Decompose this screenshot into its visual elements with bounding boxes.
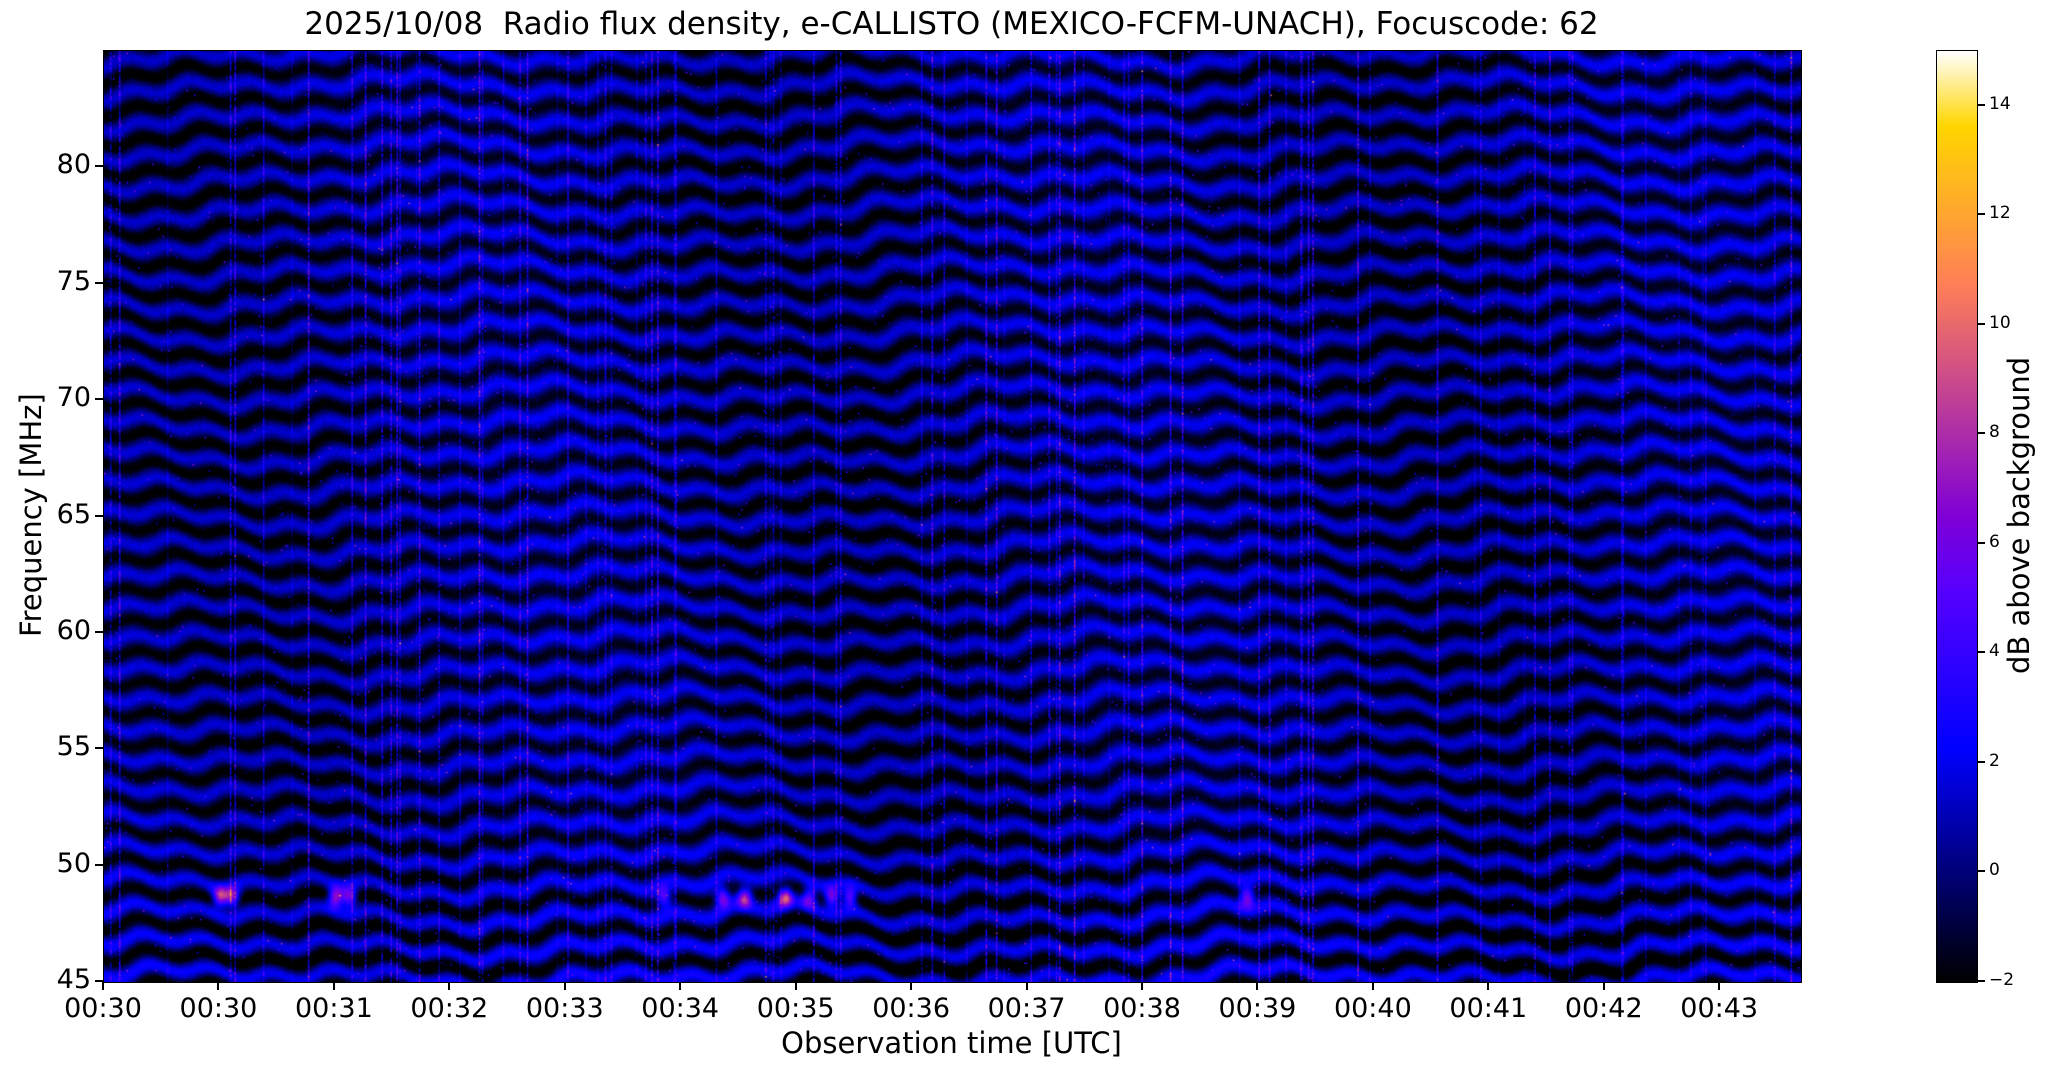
x-tick-label: 00:30: [179, 993, 258, 1024]
colorbar-tick-mark: [1978, 651, 1985, 654]
colorbar-label: dB above background: [2002, 356, 2036, 675]
x-tick-label: 00:37: [987, 993, 1066, 1024]
x-tick-label: 00:42: [1564, 993, 1643, 1024]
colorbar-tick-mark: [1978, 432, 1985, 435]
colorbar-tick-label: −2: [1989, 970, 2015, 990]
x-tick-mark: [1025, 982, 1028, 990]
x-tick-label: 00:39: [1218, 993, 1297, 1024]
colorbar-tick-mark: [1978, 322, 1985, 325]
colorbar: [1936, 50, 1978, 983]
x-tick-mark: [1487, 982, 1490, 990]
colorbar-tick-label: 4: [1989, 641, 2000, 662]
colorbar-tick-mark: [1978, 213, 1985, 216]
x-tick-mark: [910, 982, 913, 990]
colorbar-tick-label: 10: [1989, 312, 2011, 333]
y-tick-mark: [95, 398, 103, 401]
colorbar-tick-label: 2: [1989, 750, 2000, 771]
colorbar-tick-mark: [1978, 980, 1985, 982]
colorbar-tick-mark: [1978, 870, 1985, 873]
y-tick-label: 60: [56, 614, 91, 646]
x-tick-mark: [217, 982, 220, 990]
x-tick-mark: [448, 982, 451, 990]
x-tick-mark: [1718, 982, 1721, 990]
plot-title: 2025/10/08 Radio flux density, e-CALLIST…: [304, 6, 1599, 42]
colorbar-tick-label: 14: [1989, 93, 2011, 114]
y-tick-label: 55: [56, 731, 91, 763]
x-tick-label: 00:31: [294, 993, 373, 1024]
x-tick-label: 00:36: [872, 993, 950, 1024]
colorbar-tick-mark: [1978, 541, 1985, 544]
y-tick-mark: [95, 165, 103, 168]
x-tick-label: 00:38: [1103, 993, 1181, 1024]
y-tick-label: 45: [56, 964, 91, 995]
y-tick-label: 80: [56, 149, 91, 181]
x-tick-label: 00:34: [641, 993, 720, 1024]
colorbar-tick-mark: [1978, 760, 1985, 763]
x-tick-label: 00:43: [1680, 993, 1759, 1024]
y-tick-mark: [95, 281, 103, 284]
x-tick-mark: [102, 982, 104, 990]
x-tick-mark: [1140, 982, 1143, 990]
colorbar-tick-label: 6: [1989, 531, 2000, 552]
x-tick-mark: [1602, 982, 1605, 990]
x-axis-label: Observation time [UTC]: [781, 1026, 1122, 1060]
y-tick-mark: [95, 863, 103, 866]
y-tick-mark: [95, 980, 103, 982]
spectrogram-canvas: [104, 51, 1801, 982]
x-tick-label: 00:33: [525, 993, 604, 1024]
colorbar-tick-mark: [1978, 103, 1985, 106]
x-tick-label: 00:32: [410, 993, 489, 1024]
x-tick-mark: [563, 982, 566, 990]
y-tick-mark: [95, 747, 103, 750]
colorbar-tick-label: 12: [1989, 203, 2011, 224]
x-tick-label: 00:41: [1449, 993, 1528, 1024]
y-tick-mark: [95, 514, 103, 517]
y-tick-label: 75: [56, 265, 91, 297]
y-tick-mark: [95, 630, 103, 633]
x-tick-label: 00:30: [64, 993, 142, 1024]
x-tick-mark: [332, 982, 335, 990]
x-tick-mark: [679, 982, 682, 990]
y-tick-label: 65: [56, 498, 91, 530]
plot-area: [103, 50, 1802, 983]
x-tick-mark: [1371, 982, 1374, 990]
x-tick-label: 00:40: [1333, 993, 1412, 1024]
x-tick-mark: [1256, 982, 1259, 990]
y-tick-label: 50: [56, 847, 91, 879]
x-tick-mark: [794, 982, 797, 990]
colorbar-tick-label: 0: [1989, 860, 2000, 881]
colorbar-canvas: [1937, 51, 1977, 982]
colorbar-tick-label: 8: [1989, 422, 2000, 443]
y-tick-label: 70: [56, 382, 91, 414]
x-tick-label: 00:35: [756, 993, 835, 1024]
